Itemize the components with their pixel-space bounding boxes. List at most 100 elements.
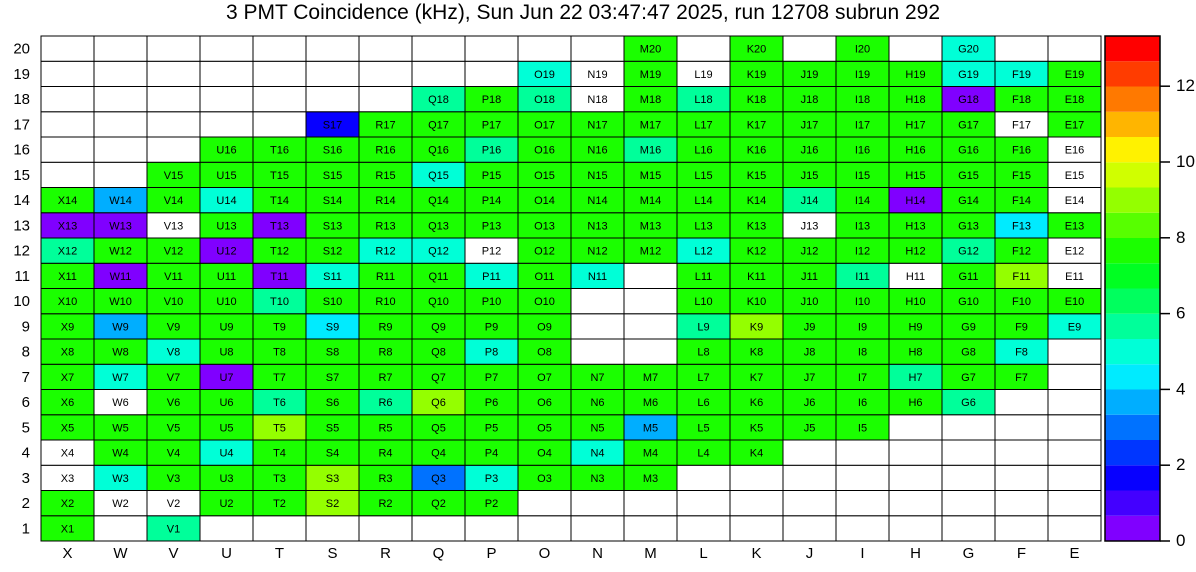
svg-text:R13: R13 (375, 220, 395, 232)
svg-text:G9: G9 (961, 321, 976, 333)
svg-text:T5: T5 (273, 422, 286, 434)
svg-text:O12: O12 (534, 246, 555, 258)
svg-text:P11: P11 (482, 271, 501, 283)
svg-text:N15: N15 (587, 170, 607, 182)
svg-text:6: 6 (1176, 304, 1185, 323)
svg-text:M14: M14 (640, 195, 661, 207)
svg-text:P17: P17 (482, 119, 502, 131)
svg-text:P: P (486, 545, 496, 562)
svg-text:F15: F15 (1012, 170, 1031, 182)
svg-text:F19: F19 (1012, 69, 1031, 81)
svg-text:N14: N14 (587, 195, 607, 207)
svg-text:T2: T2 (273, 498, 286, 510)
svg-text:T9: T9 (273, 321, 286, 333)
svg-text:K16: K16 (747, 145, 767, 157)
svg-text:E10: E10 (1065, 296, 1085, 308)
svg-text:X7: X7 (61, 372, 74, 384)
svg-text:G18: G18 (958, 94, 979, 106)
svg-text:G10: G10 (958, 296, 979, 308)
svg-text:11: 11 (14, 268, 30, 285)
svg-text:10: 10 (13, 293, 30, 310)
svg-text:S11: S11 (323, 271, 342, 283)
svg-text:Q10: Q10 (428, 296, 449, 308)
svg-text:Q2: Q2 (431, 498, 446, 510)
svg-text:K17: K17 (747, 119, 767, 131)
svg-text:N19: N19 (587, 69, 607, 81)
svg-text:G12: G12 (958, 246, 979, 258)
svg-text:O9: O9 (537, 321, 552, 333)
svg-text:I5: I5 (858, 422, 867, 434)
svg-text:T: T (275, 545, 284, 562)
svg-text:F11: F11 (1012, 271, 1030, 283)
svg-text:O18: O18 (534, 94, 555, 106)
svg-text:L9: L9 (697, 321, 709, 333)
svg-text:O: O (539, 545, 551, 562)
svg-text:L10: L10 (694, 296, 712, 308)
svg-text:P13: P13 (482, 220, 502, 232)
svg-text:V5: V5 (167, 422, 180, 434)
svg-text:I20: I20 (855, 44, 870, 56)
svg-text:G20: G20 (958, 44, 979, 56)
svg-text:X12: X12 (58, 246, 78, 258)
svg-text:F17: F17 (1012, 119, 1031, 131)
svg-text:J17: J17 (801, 119, 819, 131)
svg-text:W11: W11 (110, 271, 132, 283)
svg-text:H18: H18 (905, 94, 925, 106)
svg-text:N11: N11 (588, 271, 607, 283)
svg-text:U9: U9 (219, 321, 233, 333)
svg-text:N3: N3 (590, 473, 604, 485)
svg-text:V13: V13 (164, 220, 184, 232)
svg-text:Q13: Q13 (428, 220, 449, 232)
svg-text:T6: T6 (273, 397, 286, 409)
svg-text:O5: O5 (537, 422, 552, 434)
svg-text:K20: K20 (747, 44, 767, 56)
svg-text:W9: W9 (112, 321, 129, 333)
svg-text:S9: S9 (326, 321, 339, 333)
svg-text:M17: M17 (640, 119, 661, 131)
svg-text:H15: H15 (905, 170, 925, 182)
svg-text:J16: J16 (801, 145, 819, 157)
svg-text:U3: U3 (219, 473, 233, 485)
svg-text:T10: T10 (270, 296, 289, 308)
svg-text:E12: E12 (1065, 246, 1085, 258)
svg-text:S14: S14 (323, 195, 343, 207)
svg-text:Q6: Q6 (431, 397, 446, 409)
svg-text:S13: S13 (323, 220, 343, 232)
svg-text:P16: P16 (482, 145, 502, 157)
svg-text:2: 2 (22, 495, 30, 512)
svg-text:J12: J12 (801, 246, 819, 258)
svg-text:E19: E19 (1065, 69, 1085, 81)
svg-text:K4: K4 (750, 448, 763, 460)
svg-text:F13: F13 (1012, 220, 1031, 232)
svg-text:P6: P6 (485, 397, 498, 409)
svg-text:0: 0 (1176, 531, 1185, 550)
svg-text:15: 15 (13, 167, 30, 184)
svg-text:P3: P3 (485, 473, 498, 485)
svg-text:L7: L7 (697, 372, 709, 384)
svg-text:O19: O19 (534, 69, 555, 81)
svg-text:V10: V10 (164, 296, 184, 308)
svg-text:G19: G19 (958, 69, 979, 81)
svg-text:J8: J8 (804, 347, 816, 359)
svg-text:F: F (1017, 545, 1026, 562)
svg-text:R2: R2 (378, 498, 392, 510)
svg-text:T3: T3 (273, 473, 286, 485)
svg-text:N16: N16 (587, 145, 607, 157)
svg-text:I9: I9 (858, 321, 867, 333)
svg-text:K6: K6 (750, 397, 763, 409)
svg-text:S5: S5 (326, 422, 339, 434)
svg-text:Q4: Q4 (431, 448, 446, 460)
svg-text:P4: P4 (485, 448, 498, 460)
svg-text:S12: S12 (323, 246, 343, 258)
svg-text:E11: E11 (1065, 271, 1084, 283)
svg-text:L14: L14 (694, 195, 712, 207)
svg-text:T7: T7 (273, 372, 286, 384)
svg-text:F10: F10 (1012, 296, 1031, 308)
svg-text:X3: X3 (61, 473, 74, 485)
svg-text:I18: I18 (855, 94, 870, 106)
svg-text:I14: I14 (855, 195, 870, 207)
svg-text:19: 19 (13, 66, 30, 83)
svg-text:N5: N5 (590, 422, 604, 434)
svg-text:V6: V6 (167, 397, 180, 409)
svg-text:M12: M12 (640, 246, 661, 258)
